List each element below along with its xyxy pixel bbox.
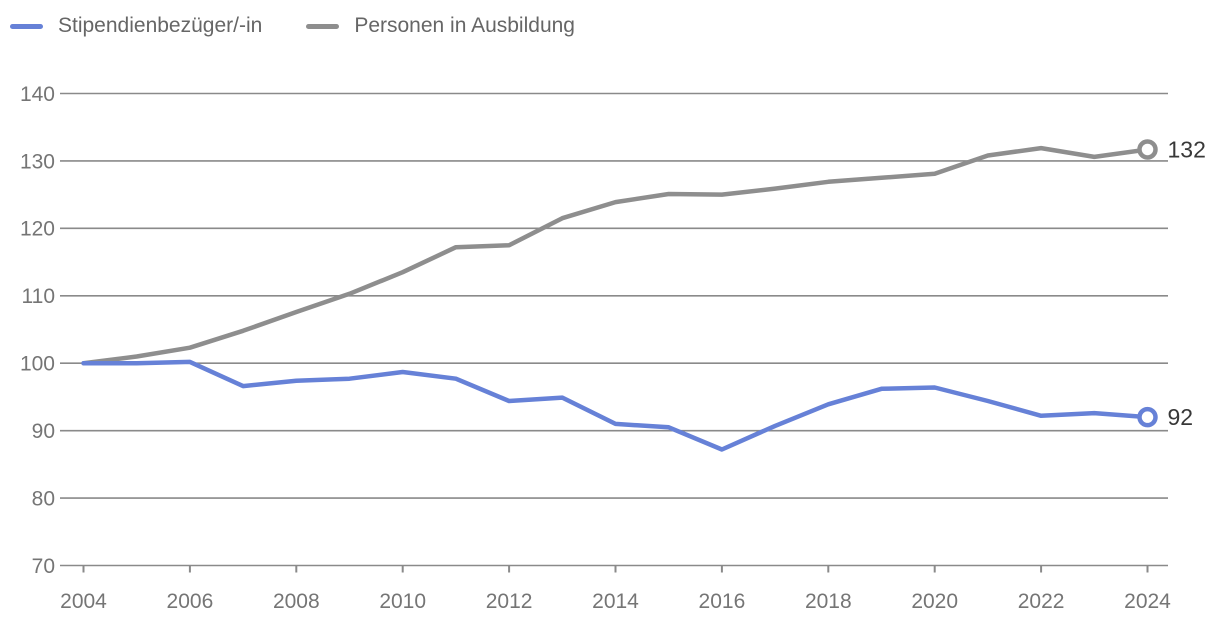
legend-line-swatch-icon <box>10 23 43 29</box>
x-axis-tick-label: 2020 <box>911 590 958 613</box>
y-axis-tick-label: 100 <box>20 353 55 376</box>
x-axis-tick-label: 2006 <box>167 590 214 613</box>
x-axis-tick-label: 2022 <box>1018 590 1065 613</box>
x-axis-tick-label: 2024 <box>1124 590 1171 613</box>
y-axis-tick-label: 90 <box>32 420 55 443</box>
legend-item-personen-in-ausbildung[interactable]: Personen in Ausbildung <box>306 14 575 38</box>
end-marker-icon <box>1137 406 1158 428</box>
y-axis-tick-label: 110 <box>22 285 55 308</box>
x-axis-tick-label: 2012 <box>486 590 533 613</box>
legend-label: Personen in Ausbildung <box>354 14 575 37</box>
end-value-label: 92 <box>1168 404 1194 430</box>
y-axis-tick-label: 140 <box>20 83 55 106</box>
series-line-1 <box>81 145 1150 366</box>
end-value-label: 132 <box>1168 137 1206 163</box>
y-axis-tick-label: 80 <box>32 487 55 510</box>
legend-line-swatch-icon <box>306 23 340 29</box>
end-marker-icon <box>1137 139 1158 160</box>
x-axis-tick-label: 2016 <box>699 590 746 613</box>
y-axis-tick-label: 130 <box>20 150 55 173</box>
legend-item-stipendienbezueger[interactable]: Stipendienbezüger/-in <box>10 14 262 38</box>
y-axis-tick-label: 120 <box>20 218 55 241</box>
chart-legend: Stipendienbezüger/-in Personen in Ausbil… <box>10 14 575 38</box>
x-axis-tick-label: 2008 <box>273 590 320 613</box>
series-line-0 <box>81 359 1150 452</box>
y-axis-tick-label: 70 <box>32 555 55 578</box>
x-axis-tick-label: 2014 <box>592 590 639 613</box>
legend-label: Stipendienbezüger/-in <box>58 14 263 37</box>
x-axis-tick-label: 2018 <box>805 590 852 613</box>
x-axis-tick-label: 2010 <box>379 590 426 613</box>
x-axis-tick-label: 2004 <box>60 590 107 613</box>
